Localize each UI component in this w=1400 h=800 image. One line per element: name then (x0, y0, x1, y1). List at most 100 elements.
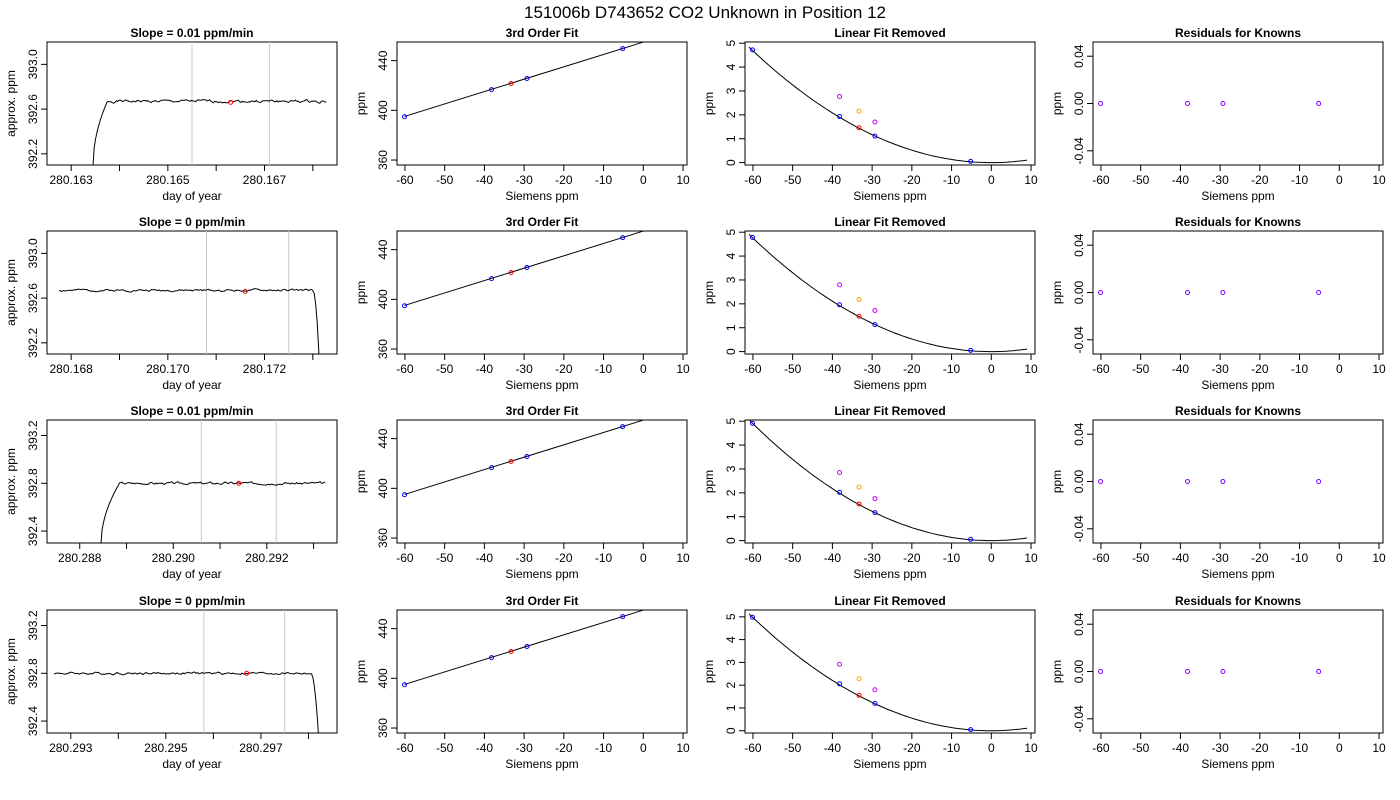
unknown-sample-point (508, 80, 514, 86)
y-tick-label: 5 (724, 40, 738, 47)
x-axis-label: Siemens ppm (505, 757, 578, 771)
y-tick-label: 3 (724, 87, 738, 94)
x-tick-label: -30 (1211, 362, 1229, 376)
y-axis-label: ppm (1050, 660, 1064, 683)
x-tick-label: 280.290 (152, 551, 196, 565)
panel-r1-c1: Slope = 0.01 ppm/min day of year approx. p… (4, 26, 338, 203)
x-tick-label: -40 (1172, 741, 1190, 755)
unknown-sample-point (508, 269, 514, 275)
x-tick-label: -40 (476, 362, 494, 376)
x-axis-label: day of year (162, 757, 221, 771)
y-tick-label: 4 (724, 636, 738, 643)
x-tick-label: -10 (943, 551, 961, 565)
residual-curve (748, 613, 1028, 732)
x-tick-label: -50 (436, 741, 454, 755)
y-tick-label: 392.4 (26, 706, 40, 736)
average-marker (228, 99, 234, 105)
plot-area (402, 420, 646, 498)
x-axis-label: Siemens ppm (853, 757, 926, 771)
residual-point (1185, 290, 1191, 295)
raw-point-magenta (872, 119, 878, 125)
x-tick-label: 280.167 (243, 173, 287, 187)
x-tick-label: -40 (476, 551, 494, 565)
residual-point (1185, 479, 1191, 484)
y-axis-label: ppm (354, 470, 368, 493)
residual-curve (748, 46, 1028, 164)
figure-title: 151006b D743652 CO2 Unknown in Position … (524, 3, 886, 22)
y-tick-label: 3 (724, 276, 738, 283)
y-tick-label: 4 (724, 63, 738, 70)
x-tick-label: -40 (824, 173, 842, 187)
x-tick-label: 10 (1024, 173, 1038, 187)
x-tick-label: -40 (1172, 551, 1190, 565)
x-tick-label: 0 (1336, 551, 1343, 565)
plot-frame (744, 230, 1036, 355)
y-tick-label: 0.00 (1072, 469, 1086, 493)
y-tick-label: 0.04 (1072, 233, 1086, 257)
x-axis-label: day of year (162, 189, 221, 203)
plot-area (748, 613, 1028, 733)
panel-r1-c2: 3rd Order Fit Siemens ppm ppm -60 -50 -40 -30 -… (354, 26, 690, 203)
x-tick-label: -40 (476, 741, 494, 755)
y-tick-label: 2 (724, 682, 738, 689)
y-tick-label: 1 (724, 135, 738, 142)
raw-point-magenta (837, 661, 843, 667)
known-standard-point (489, 465, 495, 471)
panel-title: Linear Fit Removed (834, 215, 945, 229)
known-standard-point (872, 700, 878, 706)
panel-title: Residuals for Knowns (1175, 215, 1301, 229)
ppm-trace (53, 671, 319, 733)
residual-point (1316, 669, 1322, 674)
residual-point (1316, 290, 1322, 295)
x-tick-label: 280.170 (146, 362, 190, 376)
x-tick-label: -10 (1291, 741, 1309, 755)
y-tick-label: 4 (724, 441, 738, 448)
panel-title: Slope = 0.01 ppm/min (130, 26, 253, 40)
panel-title: Slope = 0 ppm/min (139, 594, 245, 608)
x-tick-label: -50 (1132, 741, 1150, 755)
residual-point (1220, 101, 1226, 106)
known-standard-point (489, 276, 495, 282)
panel-r1-c4: Residuals for Knowns Siemens ppm ppm -60 -50… (1050, 26, 1386, 203)
panel-title: Linear Fit Removed (834, 26, 945, 40)
known-standard-point (872, 322, 878, 328)
plot-area (1098, 669, 1322, 674)
x-tick-label: -40 (824, 741, 842, 755)
known-standard-point (524, 454, 530, 460)
known-standard-point (620, 424, 626, 430)
plot-frame (46, 230, 338, 355)
x-tick-label: 280.297 (239, 741, 283, 755)
average-marker (236, 480, 242, 486)
y-tick-label: 1 (724, 704, 738, 711)
raw-point-magenta (872, 496, 878, 502)
x-tick-label: -50 (1132, 551, 1150, 565)
x-tick-label: 0 (988, 173, 995, 187)
y-tick-label: 440 (376, 618, 390, 638)
x-tick-label: -20 (903, 362, 921, 376)
known-standard-point (402, 682, 408, 688)
x-tick-label: 280.165 (146, 173, 190, 187)
residual-point (1098, 101, 1104, 106)
y-tick-label: 0.00 (1072, 280, 1086, 304)
x-tick-label: 0 (988, 551, 995, 565)
x-tick-label: 280.295 (144, 741, 188, 755)
panel-r2-c3: Linear Fit Removed Siemens ppm ppm -60 -50 -4… (702, 215, 1038, 392)
plot-area (92, 42, 327, 165)
y-tick-label: 0 (724, 159, 738, 166)
known-standard-point (402, 492, 408, 498)
y-axis-label: approx. ppm (4, 259, 18, 326)
x-tick-label: 280.288 (58, 551, 102, 565)
x-tick-label: 280.168 (49, 362, 93, 376)
x-tick-label: 280.172 (243, 362, 287, 376)
x-axis-label: day of year (162, 378, 221, 392)
plot-area (1098, 479, 1322, 484)
plot-frame (744, 419, 1036, 544)
x-tick-label: 0 (1336, 741, 1343, 755)
y-axis-label: ppm (702, 660, 716, 683)
y-axis-label: ppm (702, 92, 716, 115)
x-tick-label: -10 (943, 362, 961, 376)
x-tick-label: -50 (784, 173, 802, 187)
plot-frame (744, 41, 1036, 166)
residual-curve (748, 420, 1028, 542)
